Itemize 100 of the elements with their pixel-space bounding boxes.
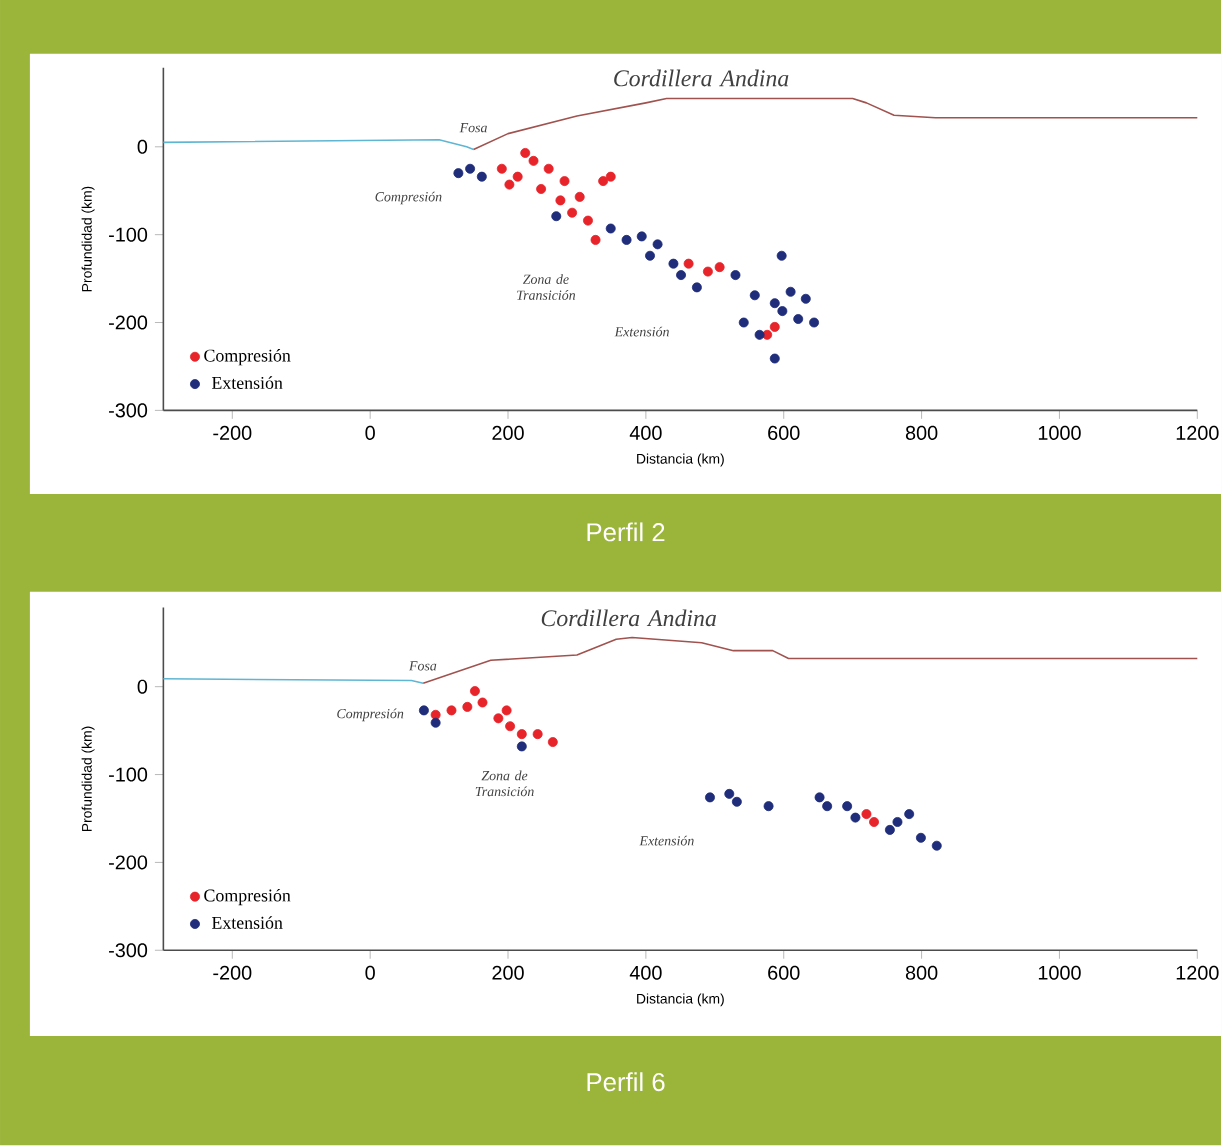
point xyxy=(536,184,547,195)
x-tick-label: 0 xyxy=(365,966,375,981)
point xyxy=(476,171,487,182)
point xyxy=(668,258,679,269)
y-tick-label: -100 xyxy=(109,767,148,782)
point xyxy=(504,179,515,190)
y-tick-label: 0 xyxy=(137,679,148,694)
point xyxy=(574,192,585,203)
point xyxy=(793,314,804,325)
point xyxy=(809,317,820,328)
point xyxy=(904,809,915,820)
x-tick-label: 1200 xyxy=(1176,966,1219,981)
point xyxy=(528,156,539,167)
legend-label: Compresión xyxy=(204,349,291,366)
point xyxy=(621,235,632,246)
y-tick-label: -100 xyxy=(109,227,148,242)
point xyxy=(769,298,780,309)
point xyxy=(559,176,570,187)
point xyxy=(702,266,713,277)
point xyxy=(763,801,774,812)
point xyxy=(512,171,523,182)
point xyxy=(884,825,895,836)
point xyxy=(769,353,780,364)
text: Perfil 2 xyxy=(587,522,665,542)
x-tick-label: 400 xyxy=(629,426,662,441)
point xyxy=(462,702,473,713)
point xyxy=(691,282,702,293)
point xyxy=(822,801,833,812)
point xyxy=(465,164,476,174)
x-tick-label: 800 xyxy=(905,966,938,981)
point xyxy=(453,168,464,179)
x-tick-label: -200 xyxy=(213,426,252,441)
x-tick-label: 600 xyxy=(768,966,800,981)
point xyxy=(762,330,773,341)
point xyxy=(567,207,578,218)
point xyxy=(469,686,480,697)
point xyxy=(777,306,788,317)
point xyxy=(652,239,663,250)
x-tick-label: 600 xyxy=(768,426,800,441)
point xyxy=(683,258,694,269)
point xyxy=(738,317,749,328)
point xyxy=(516,741,527,752)
y-tick-label: 0 xyxy=(137,140,148,155)
point xyxy=(869,817,879,828)
point xyxy=(516,729,527,740)
point xyxy=(785,287,796,297)
point xyxy=(496,164,507,174)
x-tick-label: 1200 xyxy=(1176,426,1219,441)
legend-label: Extensión xyxy=(211,376,283,390)
point xyxy=(555,195,566,206)
point xyxy=(590,235,601,246)
point xyxy=(645,251,655,261)
x-tick-label: 400 xyxy=(629,966,662,981)
point xyxy=(636,231,647,242)
point xyxy=(430,718,441,728)
x-tick-label: 800 xyxy=(905,426,938,441)
point xyxy=(505,721,516,732)
point xyxy=(769,322,780,333)
x-tick-label: 200 xyxy=(492,966,524,981)
point xyxy=(892,817,903,828)
point xyxy=(547,737,558,748)
point xyxy=(776,251,787,261)
point xyxy=(749,290,760,301)
point xyxy=(724,789,735,800)
y-tick-label: -200 xyxy=(109,315,148,330)
x-tick-label: -200 xyxy=(213,966,252,981)
point xyxy=(493,713,504,724)
point xyxy=(931,841,942,851)
x-tick-label: 1000 xyxy=(1038,426,1081,441)
point xyxy=(800,294,811,305)
y-tick-label: -300 xyxy=(109,943,148,958)
annotation: Cordillera Andina xyxy=(614,69,789,87)
point xyxy=(551,211,562,222)
point xyxy=(477,697,488,708)
point xyxy=(543,164,554,174)
point xyxy=(446,705,457,716)
point xyxy=(842,801,853,812)
x-tick-label: 0 xyxy=(365,426,375,441)
point xyxy=(605,223,616,234)
point xyxy=(418,705,429,716)
legend-label: Extensión xyxy=(211,916,283,930)
point xyxy=(861,809,872,820)
point xyxy=(705,792,715,803)
point xyxy=(915,833,926,844)
point xyxy=(814,792,825,803)
point xyxy=(532,729,543,740)
point xyxy=(520,148,531,159)
point xyxy=(583,215,593,226)
point xyxy=(605,171,616,182)
point xyxy=(714,262,725,273)
point xyxy=(754,330,765,341)
x-tick-label: 1000 xyxy=(1038,966,1081,981)
x-tick-label: 200 xyxy=(492,426,524,441)
point xyxy=(731,797,742,807)
text: Perfil 6 xyxy=(587,1072,665,1092)
point xyxy=(676,270,686,281)
annotation: Cordillera Andina xyxy=(541,609,716,627)
point xyxy=(850,812,861,823)
legend-label: Compresión xyxy=(204,889,291,906)
point xyxy=(501,705,512,716)
